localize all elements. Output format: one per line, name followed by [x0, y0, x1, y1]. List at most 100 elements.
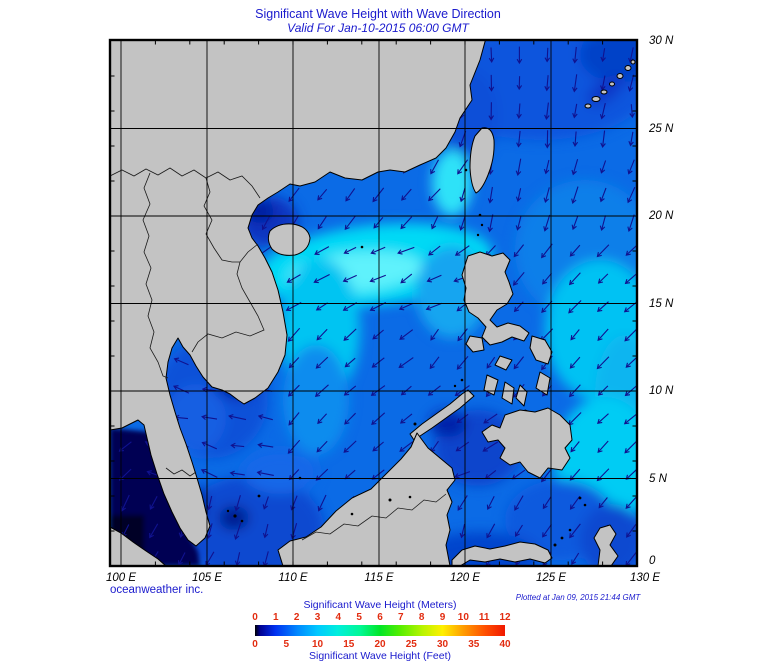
wave-direction-arrow — [345, 188, 356, 202]
colorbar-feet-tick: 25 — [405, 639, 417, 650]
small-islands — [226, 168, 587, 547]
wave-direction-arrow — [516, 76, 523, 91]
wave-direction-arrow — [543, 159, 550, 175]
wave-direction-arrow — [262, 496, 269, 510]
wave-direction-arrow — [459, 215, 466, 231]
wave-direction-arrow — [288, 357, 300, 369]
wave-direction-arrow — [627, 159, 635, 175]
wave-direction-arrow — [569, 244, 581, 257]
wave-direction-arrow — [543, 214, 551, 232]
wave-direction-arrow — [454, 245, 470, 256]
wave-direction-arrow — [398, 357, 414, 369]
wave-direction-arrow — [541, 243, 553, 259]
wave-direction-arrow — [317, 188, 328, 201]
wave-direction-arrow — [287, 439, 301, 454]
wave-direction-arrow — [370, 246, 386, 255]
wave-direction-arrow — [516, 130, 522, 148]
wave-direction-arrow — [201, 414, 218, 421]
colorbar-feet-tick: 30 — [436, 639, 449, 650]
wave-direction-arrow — [599, 215, 607, 232]
graticule — [110, 40, 637, 566]
wave-direction-arrow — [371, 412, 386, 426]
wave-direction-arrow — [600, 48, 606, 63]
wave-direction-arrow — [343, 328, 357, 341]
wave-direction-arrow — [454, 385, 470, 397]
wave-direction-arrow — [342, 274, 357, 283]
wave-direction-arrow — [261, 215, 271, 231]
colorbar-meters-tick: 11 — [478, 612, 490, 623]
lat-label: 30 N — [649, 35, 674, 47]
wave-direction-arrow — [430, 328, 439, 341]
wave-direction-arrow — [230, 442, 245, 449]
wave-direction-arrow — [315, 356, 329, 369]
wave-direction-arrow — [516, 103, 522, 119]
lon-label: 110 E — [278, 572, 308, 584]
lon-label: 100 E — [105, 572, 137, 584]
wave-direction-arrow — [401, 188, 412, 201]
colorbar-feet-tick: 5 — [283, 639, 290, 650]
wave-direction-arrow — [571, 216, 579, 231]
wave-direction-arrow — [233, 522, 242, 541]
wave-direction-arrow — [288, 412, 300, 426]
page-title: Significant Wave Height with Wave Direct… — [255, 7, 501, 21]
wave-direction-arrow — [370, 385, 386, 396]
wave-direction-arrow — [488, 102, 494, 121]
wave-direction-arrow — [149, 496, 158, 510]
wave-direction-arrow — [428, 245, 441, 256]
wave-direction-arrow — [256, 470, 274, 476]
colorbar-meters-tick: 3 — [314, 612, 321, 623]
colorbar-meters-tick: 12 — [499, 612, 511, 623]
wave-direction-arrow — [512, 271, 525, 286]
wave-direction-arrow — [515, 524, 523, 538]
colorbar-meters-tick: 6 — [377, 612, 383, 623]
wave-direction-arrow — [316, 328, 328, 341]
colorbar-feet-tick: 40 — [499, 639, 511, 650]
wave-direction-arrow — [599, 160, 607, 174]
wave-direction-arrow — [399, 441, 414, 452]
wave-direction-arrow — [343, 246, 357, 255]
wave-direction-arrow — [514, 495, 524, 511]
wave-direction-arrow — [598, 497, 608, 509]
wave-direction-arrow — [262, 551, 269, 566]
colorbar-meters-tick: 7 — [398, 612, 404, 623]
colorbar-meters-tick: 1 — [273, 612, 279, 623]
wave-direction-arrow — [625, 245, 637, 256]
colorbar-feet-tick: 10 — [311, 639, 324, 650]
colorbar-title-feet: Significant Wave Height (Feet) — [308, 650, 451, 662]
wave-direction-arrow — [597, 273, 609, 284]
wave-direction-arrow — [344, 215, 356, 231]
wave-direction-arrow — [315, 302, 328, 311]
credit-text: oceanweather inc. — [110, 584, 204, 596]
land-mainland-asia — [110, 40, 486, 547]
wave-direction-arrow — [515, 215, 522, 231]
wave-direction-arrow — [317, 413, 328, 425]
wave-direction-arrow — [429, 356, 440, 370]
wave-direction-arrow — [455, 441, 470, 452]
lat-label: 25 N — [649, 122, 674, 135]
wave-direction-arrow — [316, 440, 328, 453]
wave-direction-arrow — [400, 385, 412, 396]
wave-direction-arrow — [149, 523, 159, 539]
wave-direction-arrow — [543, 187, 550, 204]
colorbar-meters-tick: 9 — [439, 612, 446, 623]
wave-direction-arrow — [483, 413, 498, 424]
wave-direction-arrow — [542, 272, 552, 285]
wave-direction-arrow — [571, 159, 579, 176]
wave-direction-arrow — [229, 470, 245, 477]
wave-direction-arrow — [425, 302, 443, 311]
lon-label: 105 E — [191, 572, 223, 584]
wave-direction-arrow — [457, 159, 469, 175]
wave-direction-arrow — [542, 496, 552, 510]
wave-direction-arrow — [626, 523, 637, 538]
wave-direction-arrow — [287, 327, 301, 342]
wave-direction-arrow — [288, 187, 300, 203]
wave-direction-arrow — [486, 523, 496, 539]
wave-direction-arrow — [627, 186, 636, 204]
wave-direction-arrow — [486, 495, 495, 511]
wave-direction-arrow — [544, 47, 551, 63]
wave-direction-arrow — [629, 104, 635, 119]
wave-direction-arrow — [173, 385, 190, 394]
wave-direction-arrow — [373, 216, 384, 229]
colorbar-meters-tick: 0 — [252, 612, 258, 623]
wave-direction-arrow — [515, 158, 522, 176]
